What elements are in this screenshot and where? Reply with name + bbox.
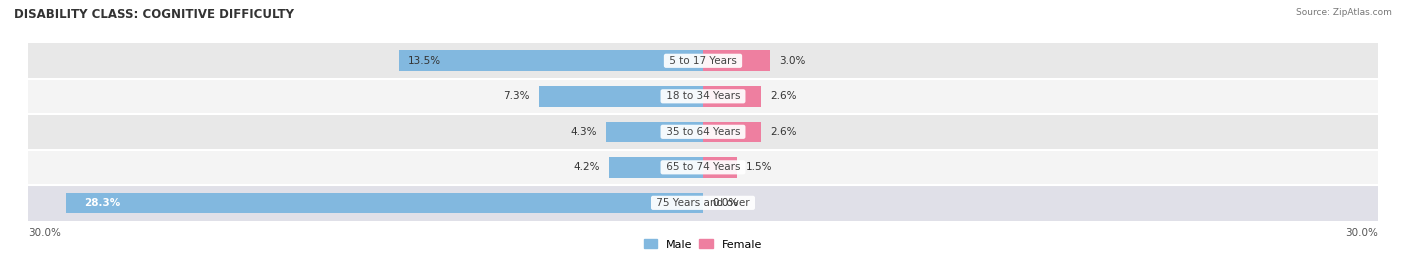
Text: 30.0%: 30.0% (28, 228, 60, 238)
Bar (66, 193, 703, 213)
Text: 1.5%: 1.5% (745, 162, 772, 172)
Text: 4.3%: 4.3% (571, 127, 598, 137)
Text: Source: ZipAtlas.com: Source: ZipAtlas.com (1296, 8, 1392, 17)
Bar (28, 114, 1378, 150)
Bar (609, 157, 703, 178)
Text: 30.0%: 30.0% (1346, 228, 1378, 238)
Bar (703, 51, 770, 71)
Bar (28, 185, 1378, 221)
Text: DISABILITY CLASS: COGNITIVE DIFFICULTY: DISABILITY CLASS: COGNITIVE DIFFICULTY (14, 8, 294, 21)
Bar (28, 150, 1378, 185)
Bar (703, 86, 762, 107)
Text: 2.6%: 2.6% (770, 127, 797, 137)
Bar (28, 79, 1378, 114)
Text: 65 to 74 Years: 65 to 74 Years (662, 162, 744, 172)
Bar (538, 86, 703, 107)
Legend: Male, Female: Male, Female (640, 235, 766, 254)
Bar (703, 157, 737, 178)
Bar (703, 122, 762, 142)
Text: 7.3%: 7.3% (503, 91, 530, 101)
Text: 18 to 34 Years: 18 to 34 Years (662, 91, 744, 101)
Text: 75 Years and over: 75 Years and over (652, 198, 754, 208)
Text: 28.3%: 28.3% (84, 198, 121, 208)
Bar (28, 43, 1378, 79)
Text: 0.0%: 0.0% (711, 198, 738, 208)
Text: 4.2%: 4.2% (574, 162, 599, 172)
Text: 35 to 64 Years: 35 to 64 Years (662, 127, 744, 137)
Bar (606, 122, 703, 142)
Bar (399, 51, 703, 71)
Text: 13.5%: 13.5% (408, 56, 441, 66)
Text: 2.6%: 2.6% (770, 91, 797, 101)
Text: 5 to 17 Years: 5 to 17 Years (666, 56, 740, 66)
Text: 3.0%: 3.0% (779, 56, 806, 66)
